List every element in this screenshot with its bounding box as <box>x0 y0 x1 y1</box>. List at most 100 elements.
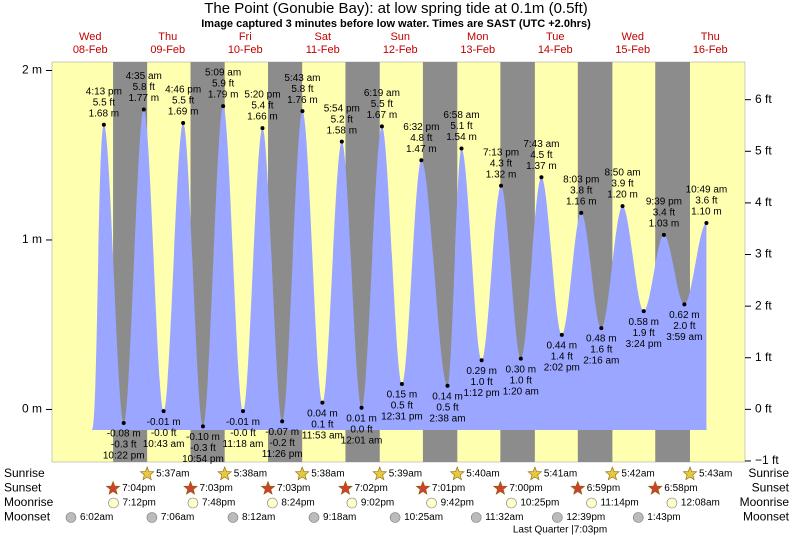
moon-icon <box>227 512 239 523</box>
tide-label: 4:35 am <box>126 71 162 82</box>
day-weekday: Tue <box>546 31 565 43</box>
tide-point <box>141 107 146 112</box>
tide-label: 11:18 am <box>223 439 264 450</box>
tide-point <box>479 358 484 363</box>
tide-label: 6:58 am <box>443 110 479 121</box>
sun-icon <box>183 480 199 495</box>
tide-label: 5.9 ft <box>212 79 234 90</box>
tide-label: 5.8 ft <box>133 82 155 93</box>
sun-icon <box>294 466 310 481</box>
tide-label: 5:09 am <box>205 68 241 79</box>
row-time: 7:02pm <box>354 483 387 494</box>
moon-icon <box>586 497 597 509</box>
tide-label: 3.4 ft <box>653 208 675 219</box>
moon-icon <box>666 497 678 509</box>
tide-label: 5.2 ft <box>331 114 353 125</box>
tide-label: 3:59 am <box>666 332 702 343</box>
tide-label: -0.0 ft <box>230 428 256 439</box>
tide-label: 4.5 ft <box>530 150 552 161</box>
tide-label: 0.48 m <box>586 334 617 345</box>
tide-label: 12:01 am <box>341 435 383 446</box>
tide-point <box>620 204 625 209</box>
moon-icon <box>146 512 158 523</box>
row-time: 12:08am <box>681 498 720 509</box>
tide-label: 0.14 m <box>432 391 463 402</box>
tide-label: 10:49 am <box>686 185 728 196</box>
tide-point <box>559 332 564 337</box>
row-time: 6:58pm <box>664 483 697 494</box>
moon-icon <box>65 512 77 523</box>
tide-label: 3.9 ft <box>611 179 633 190</box>
tide-label: 0.15 m <box>387 390 418 401</box>
sun-icon <box>449 466 465 481</box>
tide-label: 1.58 m <box>327 125 358 136</box>
tide-label: -0.2 ft <box>269 438 295 449</box>
day-weekday: Mon <box>467 31 488 43</box>
row-time: 5:40am <box>466 469 499 480</box>
tide-label: 4:13 pm <box>86 86 122 97</box>
tide-label: 2:02 pm <box>544 363 580 374</box>
row-label-right: Moonrise <box>740 495 790 509</box>
tide-label: 1.67 m <box>367 110 398 121</box>
day-weekday: Thu <box>158 31 177 43</box>
row-label-right: Sunset <box>752 481 790 495</box>
row-time: 10:25am <box>404 512 443 523</box>
tide-label: -0.01 m <box>226 417 260 428</box>
tide-label: 5:20 pm <box>244 90 280 101</box>
tide-label: 1.10 m <box>691 207 722 218</box>
tide-label: 1.54 m <box>446 132 477 143</box>
tide-label: 5.1 ft <box>450 121 472 132</box>
row-time: 9:02pm <box>361 498 394 509</box>
tide-label: -0.3 ft <box>190 443 216 454</box>
moon-icon <box>552 512 563 523</box>
row-label-right: Moonset <box>743 510 790 524</box>
tide-label: 5.5 ft <box>371 99 393 110</box>
tide-label: 12:31 pm <box>381 412 423 423</box>
y-tick-label: 0 m <box>22 402 42 416</box>
tide-label: 1.16 m <box>566 196 597 207</box>
tide-label: 0.5 ft <box>391 401 413 412</box>
sun-icon <box>372 466 388 481</box>
tide-point <box>599 326 604 331</box>
tide-label: 1.03 m <box>649 219 680 230</box>
tide-label: 1.4 ft <box>551 352 573 363</box>
moon-icon <box>506 497 517 509</box>
sun-icon <box>604 466 620 481</box>
sun-icon <box>415 480 431 495</box>
day-date: 13-Feb <box>460 44 495 56</box>
tide-label: 3.8 ft <box>570 185 592 196</box>
tide-label: 1.0 ft <box>471 377 493 388</box>
sun-icon <box>570 480 586 495</box>
tide-label: 1:12 pm <box>464 388 500 399</box>
row-time: 12:39pm <box>566 512 605 523</box>
tide-label: 1.77 m <box>129 93 160 104</box>
sun-icon <box>217 466 233 481</box>
tide-label: 10:22 pm <box>103 451 145 462</box>
row-label-right: Sunrise <box>748 466 789 480</box>
tide-label: 5.5 ft <box>172 96 194 107</box>
tide-label: 1.9 ft <box>633 328 655 339</box>
day-date: 11-Feb <box>306 44 340 56</box>
tide-label: 10:43 am <box>143 439 185 450</box>
moon-icon <box>308 512 320 523</box>
tide-label: 3.6 ft <box>695 196 717 207</box>
tide-label: 2.0 ft <box>673 321 695 332</box>
tide-point <box>661 232 666 237</box>
moon-icon <box>389 512 401 523</box>
row-time: 7:03pm <box>277 483 310 494</box>
day-date: 10-Feb <box>228 44 263 56</box>
moon-icon <box>187 497 199 509</box>
y-tick-label: 1 m <box>22 232 42 246</box>
moon-icon <box>470 512 482 523</box>
tide-label: 6:19 am <box>364 88 400 99</box>
tide-label: 5.5 ft <box>93 97 115 108</box>
tide-label: 0.58 m <box>628 317 659 328</box>
tide-label: 1.6 ft <box>590 345 612 356</box>
tide-label: 5:54 pm <box>324 103 360 114</box>
row-time: 7:12pm <box>123 498 156 509</box>
tide-label: 0.44 m <box>547 341 578 352</box>
row-time: 7:01pm <box>432 483 465 494</box>
moon-icon <box>632 512 644 523</box>
tide-point <box>320 400 325 405</box>
